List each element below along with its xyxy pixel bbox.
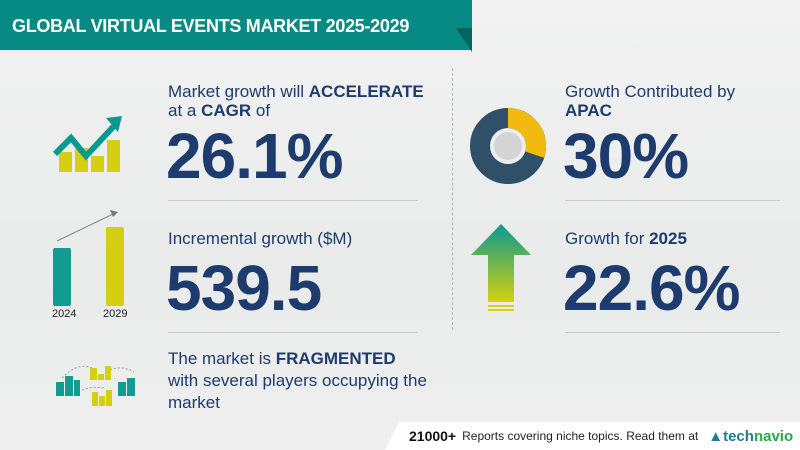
year-label: 2024 — [52, 308, 77, 320]
rising-trend-chart-icon — [52, 116, 122, 172]
donut-chart-icon — [470, 108, 546, 184]
bar-comparison-icon — [53, 210, 124, 306]
page-title: GLOBAL VIRTUAL EVENTS MARKET 2025-2029 — [12, 16, 410, 36]
title-banner — [0, 0, 472, 52]
year-label: 2029 — [103, 308, 128, 320]
buildings-network-icon — [56, 365, 135, 406]
footer-text: Reports covering niche topics. Read them… — [462, 429, 699, 443]
divider — [168, 200, 418, 201]
incremental-label: Incremental growth ($M) — [168, 229, 353, 248]
market-structure-text: The market is FRAGMENTED with several pla… — [168, 349, 427, 412]
up-arrow-icon — [471, 224, 531, 311]
technavio-logo[interactable]: ▲technavio — [708, 427, 794, 445]
report-count: 21000+ — [409, 428, 457, 444]
divider — [565, 332, 780, 333]
banner-fold — [456, 28, 472, 52]
cagr-value: 26.1% — [166, 120, 343, 192]
yoy-label: Growth for 2025 — [565, 229, 687, 248]
footer-banner: 21000+ Reports covering niche topics. Re… — [385, 422, 800, 450]
region-value: 30% — [563, 120, 689, 192]
vertical-divider — [452, 68, 453, 330]
logo-mark-icon: ▲ — [708, 427, 724, 445]
donut-apac-slice — [508, 108, 546, 158]
yoy-value: 22.6% — [563, 252, 740, 324]
incremental-value: 539.5 — [166, 252, 322, 324]
cagr-label: Market growth will ACCELERATE at a CAGR o… — [168, 82, 424, 120]
divider — [168, 332, 418, 333]
region-label: Growth Contributed by APAC — [565, 82, 736, 120]
divider — [565, 200, 780, 201]
